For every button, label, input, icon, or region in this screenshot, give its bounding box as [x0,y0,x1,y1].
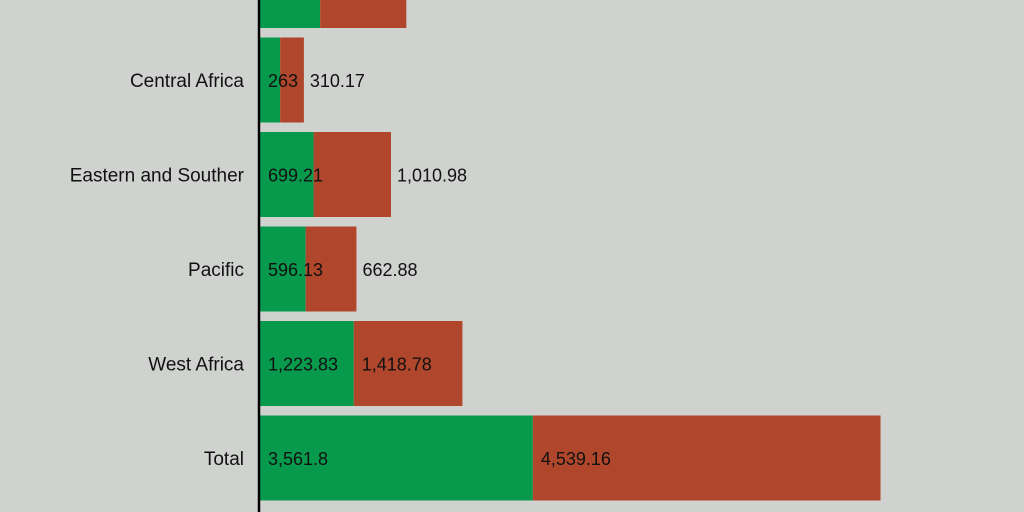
data-label-pacific-series-1: 662.88 [362,260,417,280]
data-label-eastern-and-souther-series-0: 699.21 [268,166,323,186]
category-label-pacific: Pacific [188,260,244,281]
bar-partial-series-0 [260,0,321,28]
category-label-eastern-and-souther: Eastern and Souther [70,166,245,187]
bar-central-africa-series-0 [260,37,281,123]
category-label-west-africa: West Africa [148,355,244,376]
bar-total-series-1 [532,415,881,501]
data-label-total-series-0: 3,561.8 [268,449,328,469]
bar-eastern-and-souther-series-0 [260,132,314,217]
bar-partial-series-1 [320,0,407,28]
data-label-central-africa-series-1: 310.17 [310,71,365,91]
bar-pacific-series-1 [305,226,357,312]
data-label-pacific-series-0: 596.13 [268,260,323,280]
category-label-central-africa: Central Africa [130,71,244,92]
data-label-central-africa-series-0: 263 [268,71,298,91]
category-label-total: Total [204,449,244,470]
data-label-west-africa-series-0: 1,223.83 [268,355,338,375]
bar-central-africa-series-1 [280,37,304,123]
bar-total-series-0 [260,415,533,501]
data-label-west-africa-series-1: 1,418.78 [362,355,432,375]
data-label-total-series-1: 4,539.16 [541,449,611,469]
bar-pacific-series-0 [260,226,306,312]
bar-west-africa-series-0 [260,321,354,406]
bar-west-africa-series-1 [353,321,463,406]
data-label-eastern-and-souther-series-1: 1,010.98 [397,166,467,186]
bar-eastern-and-souther-series-1 [313,132,392,217]
